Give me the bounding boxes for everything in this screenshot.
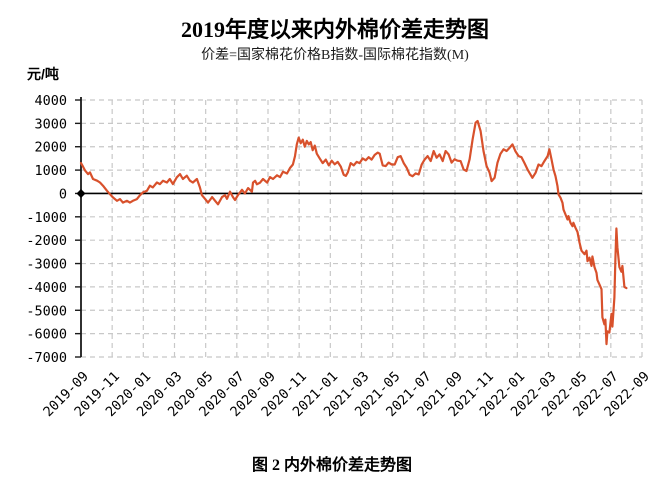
y-tick-label: -7000 [26, 350, 67, 366]
y-tick-label: -2000 [26, 233, 67, 249]
price-spread-line [79, 119, 628, 346]
y-tick-label: -3000 [26, 257, 67, 273]
y-tick-label: 1000 [34, 163, 67, 179]
y-tick-label: 4000 [34, 93, 67, 109]
y-tick-label: 2000 [34, 140, 67, 156]
y-axis-unit-label: 元/吨 [27, 66, 59, 82]
y-tick-label: -6000 [26, 327, 67, 343]
chart-subtitle: 价差=国家棉花价格B指数-国际棉花指数(M) [201, 46, 469, 63]
figure-caption: 图 2 内外棉价差走势图 [252, 455, 412, 474]
origin-diamond-marker [76, 188, 86, 198]
y-tick-label: -5000 [26, 303, 67, 319]
y-tick-label: -1000 [26, 210, 67, 226]
chart-title: 2019年度以来内外棉价差走势图 [181, 17, 489, 42]
y-tick-label: 0 [59, 186, 67, 202]
plot-area: 4000 3000 2000 1000 0 -1000 -2000 -3000 -4000 -50… [26, 93, 652, 420]
y-tick-label: -4000 [26, 280, 67, 296]
y-tick-label: 3000 [34, 116, 67, 132]
